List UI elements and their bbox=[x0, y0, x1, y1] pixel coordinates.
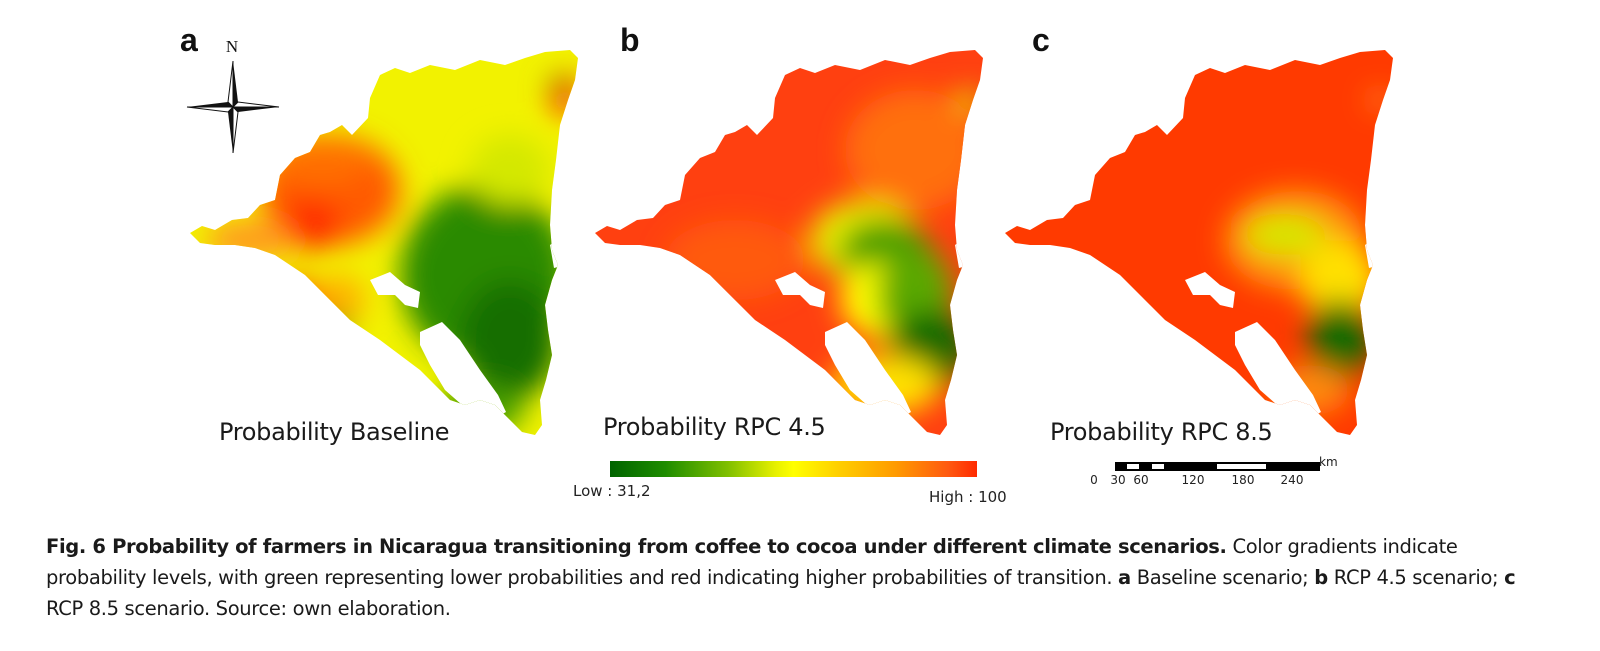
map-title-baseline: Probability Baseline bbox=[219, 418, 450, 446]
scale-tick-label: 60 bbox=[1133, 473, 1149, 487]
figure-caption: Fig. 6 Probability of farmers in Nicarag… bbox=[46, 531, 1556, 624]
caption-text: Color gradients indicate probability lev… bbox=[46, 535, 1458, 589]
scale-tick-label: 120 bbox=[1181, 473, 1205, 487]
caption-label-a: a bbox=[1118, 566, 1131, 589]
caption-text-a: Baseline scenario; bbox=[1130, 566, 1315, 589]
color-legend-bar bbox=[610, 461, 977, 477]
map-baseline bbox=[190, 50, 578, 435]
map-rcp45 bbox=[595, 50, 983, 435]
panel-letter-c: c bbox=[1032, 22, 1050, 58]
scale-tick-label: 30 bbox=[1110, 473, 1126, 487]
scale-bar bbox=[1115, 462, 1320, 471]
scale-tick-label: 180 bbox=[1231, 473, 1255, 487]
caption-text-b: RCP 4.5 scenario; bbox=[1327, 566, 1505, 589]
north-arrow-compass-icon: N bbox=[186, 37, 280, 154]
scale-unit-label: km bbox=[1319, 455, 1338, 469]
scale-tick-label: 0 bbox=[1090, 473, 1098, 487]
compass-north-label: N bbox=[226, 37, 238, 56]
panel-letter-a: a bbox=[180, 22, 198, 58]
caption-label-c: c bbox=[1504, 566, 1516, 589]
panel-letter-b: b bbox=[620, 22, 640, 58]
caption-title: Fig. 6 Probability of farmers in Nicarag… bbox=[46, 535, 1227, 558]
legend-high-label: High : 100 bbox=[929, 488, 1007, 506]
caption-label-b: b bbox=[1314, 566, 1328, 589]
map-title-rcp45: Probability RPC 4.5 bbox=[603, 413, 826, 441]
legend-low-label: Low : 31,2 bbox=[573, 482, 651, 500]
map-rcp85 bbox=[1005, 50, 1393, 435]
scale-tick-label: 240 bbox=[1280, 473, 1304, 487]
caption-text-c: RCP 8.5 scenario. Source: own elaboratio… bbox=[46, 597, 451, 620]
map-title-rcp85: Probability RPC 8.5 bbox=[1050, 418, 1273, 446]
